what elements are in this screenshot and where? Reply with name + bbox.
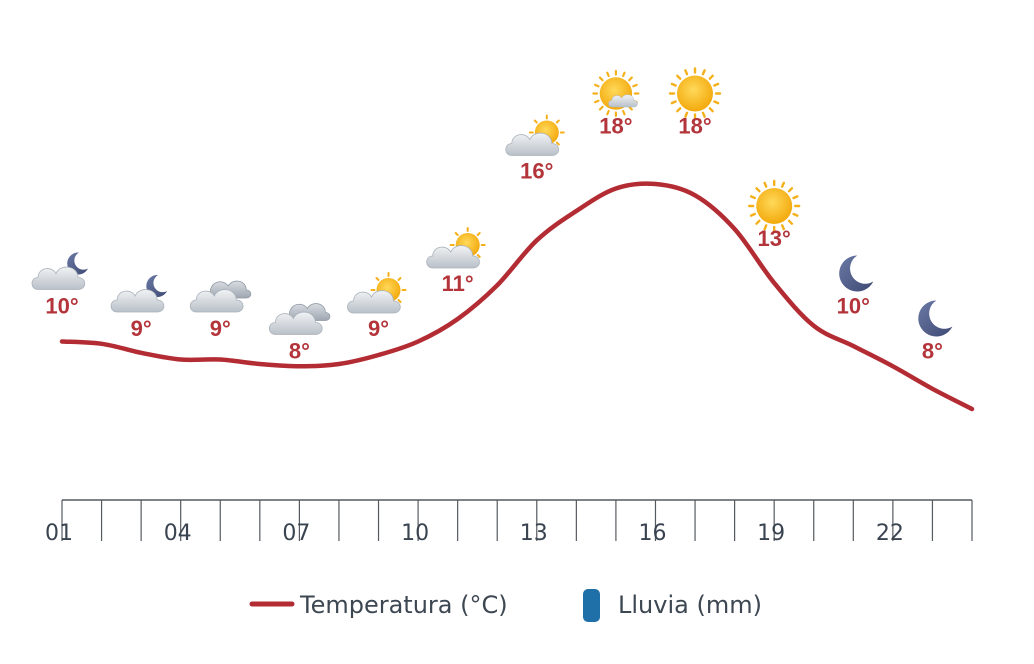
legend: Temperatura (°C) Lluvia (mm) xyxy=(249,589,762,622)
x-tick-label: 10 xyxy=(401,521,429,546)
x-tick-label: 22 xyxy=(876,521,904,546)
temperature-label: 8° xyxy=(922,339,943,364)
cloud-moon-icon xyxy=(31,252,88,290)
x-tick-label: 16 xyxy=(638,521,666,546)
temperature-label: 9° xyxy=(368,316,389,341)
temperature-label: 13° xyxy=(758,226,791,251)
moon-icon xyxy=(839,255,874,292)
legend-rain-swatch xyxy=(583,589,600,622)
temperature-label: 11° xyxy=(442,271,474,296)
x-tick-label: 04 xyxy=(164,521,192,546)
temperature-label: 18° xyxy=(678,114,711,139)
temperature-label: 8° xyxy=(289,339,310,364)
cloud-moon-icon xyxy=(110,274,168,313)
temperature-series-line xyxy=(59,181,975,412)
x-tick-label: 01 xyxy=(45,521,73,546)
moon-icon xyxy=(918,300,953,337)
temperature-label: 16° xyxy=(520,159,553,184)
cloudy-icon xyxy=(268,303,331,335)
sun-icon xyxy=(748,179,801,233)
x-axis: 01 04 07 10 13 16 19 22 xyxy=(45,499,973,546)
sun-cloud-icon xyxy=(505,114,565,156)
sun-icon xyxy=(668,67,722,120)
temperature-label: 9° xyxy=(210,316,231,341)
temperature-label: 9° xyxy=(131,316,152,341)
x-tick-label: 13 xyxy=(520,521,548,546)
temperature-label: 18° xyxy=(599,114,632,139)
sun-cloud-icon xyxy=(347,272,407,314)
x-tick-label: 07 xyxy=(282,521,310,546)
cloudy-icon xyxy=(189,280,252,313)
temperature-label: 10° xyxy=(45,294,78,319)
legend-temperature-label: Temperatura (°C) xyxy=(299,591,508,619)
legend-rain-label: Lluvia (mm) xyxy=(618,591,762,619)
sun-small-cloud-icon xyxy=(592,69,640,118)
x-tick-label: 19 xyxy=(757,521,785,546)
temperature-label: 10° xyxy=(837,294,870,319)
sun-cloud-icon xyxy=(426,227,486,269)
weather-icons xyxy=(31,67,953,337)
temperature-labels: 10° 9° 9° 8° 9° 11° 16° 18° 18° 13° 10° 8° xyxy=(45,114,943,364)
